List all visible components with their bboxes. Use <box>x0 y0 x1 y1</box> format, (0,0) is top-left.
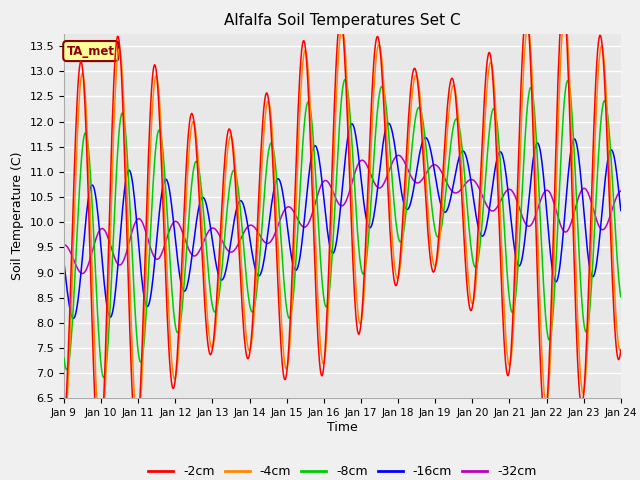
Title: Alfalfa Soil Temperatures Set C: Alfalfa Soil Temperatures Set C <box>224 13 461 28</box>
X-axis label: Time: Time <box>327 421 358 434</box>
Legend: -2cm, -4cm, -8cm, -16cm, -32cm: -2cm, -4cm, -8cm, -16cm, -32cm <box>143 460 541 480</box>
Y-axis label: Soil Temperature (C): Soil Temperature (C) <box>11 152 24 280</box>
Text: TA_met: TA_met <box>67 45 115 58</box>
